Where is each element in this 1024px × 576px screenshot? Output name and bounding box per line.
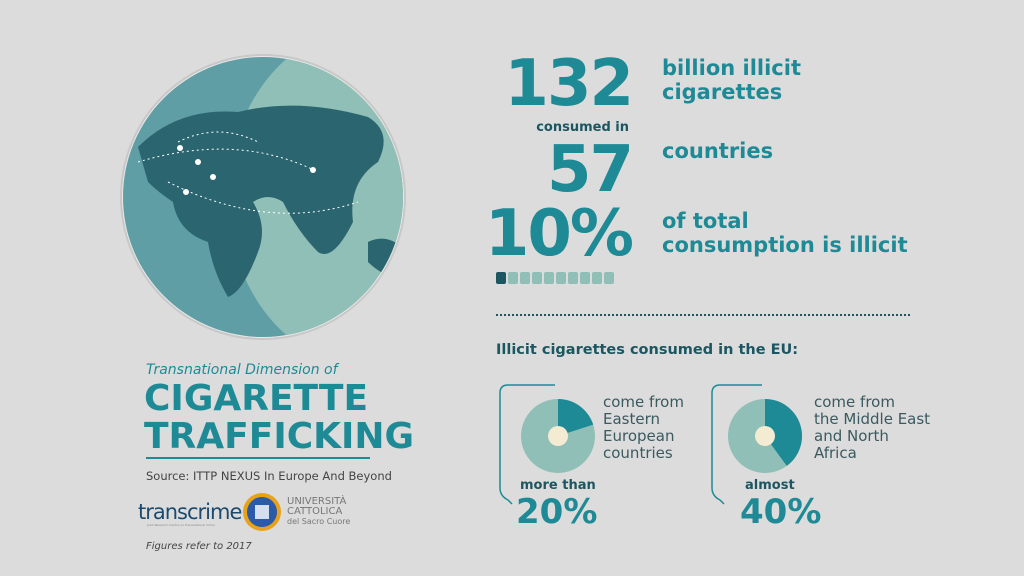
label-line: of total (662, 209, 749, 233)
title-divider (146, 457, 370, 459)
title-line2: TRAFFICKING (144, 416, 415, 457)
desc-line: Eastern (603, 410, 661, 428)
cigarette-pack-icon (544, 272, 554, 284)
countries-value: 57 (546, 133, 634, 207)
cigarette-pack-icon (592, 272, 602, 284)
cigarette-pack-icon (496, 272, 506, 284)
eu-item-1-desc: come from Eastern European countries (603, 394, 684, 462)
ucsc-logo-text: UNIVERSITÀ CATTOLICA del Sacro Cuore (287, 497, 350, 527)
eu-item-2-value: 40% (740, 492, 822, 532)
ucsc-line3: del Sacro Cuore (287, 517, 351, 526)
desc-line: European (603, 427, 675, 445)
cigarette-pack-icon (520, 272, 530, 284)
pie-slice (558, 399, 594, 436)
cigarette-pack-icon (568, 272, 578, 284)
cigarette-pack-icon (604, 272, 614, 284)
bracket-arrow (499, 384, 555, 505)
eu-item-2-desc: come from the Middle East and North Africa (814, 394, 930, 462)
ucsc-line2: CATTOLICA (287, 506, 343, 517)
countries-label: countries (662, 139, 774, 163)
desc-line: come from (603, 393, 684, 411)
title-line1: CIGARETTE (144, 378, 369, 419)
source: Source: ITTP NEXUS In Europe And Beyond (146, 469, 392, 483)
eu-item-1-value: 20% (516, 492, 598, 532)
desc-line: countries (603, 444, 673, 462)
share-value: 10% (484, 197, 634, 271)
label-line: billion illicit (662, 56, 801, 80)
cigarette-pack-icon (580, 272, 590, 284)
desc-line: Africa (814, 444, 857, 462)
cigarettes-label: billion illicit cigarettes (662, 56, 801, 104)
pie-slice (765, 399, 803, 466)
subtitle: Transnational Dimension of (146, 362, 338, 378)
transcrime-logo: transcrime (138, 500, 242, 524)
pie-center (755, 426, 775, 446)
section-divider (496, 314, 910, 316)
ucsc-line1: UNIVERSITÀ (287, 496, 347, 507)
eu-item-1-qualifier: more than (520, 478, 596, 493)
label-line: cigarettes (662, 80, 783, 104)
eu-heading: Illicit cigarettes consumed in the EU: (496, 342, 799, 358)
eu-item-2-qualifier: almost (745, 478, 795, 493)
bracket-arrow (711, 384, 762, 505)
transcrime-subtitle: Joint Research Centre on Transnational C… (147, 523, 215, 527)
pie-center (548, 426, 568, 446)
cigarette-pack-icon (508, 272, 518, 284)
consumed-in: consumed in (536, 120, 629, 135)
label-line: consumption is illicit (662, 233, 908, 257)
cigarettes-value: 132 (504, 47, 634, 121)
cigarette-pack-icon (556, 272, 566, 284)
figures-note: Figures refer to 2017 (146, 541, 252, 552)
desc-line: come from (814, 393, 895, 411)
cigarette-pack-icons (496, 272, 614, 284)
desc-line: the Middle East (814, 410, 931, 428)
world-globe (120, 54, 406, 340)
ucsc-seal-logo (243, 493, 281, 531)
desc-line: and North (814, 427, 889, 445)
share-label: of total consumption is illicit (662, 209, 908, 257)
cigarette-pack-icon (532, 272, 542, 284)
